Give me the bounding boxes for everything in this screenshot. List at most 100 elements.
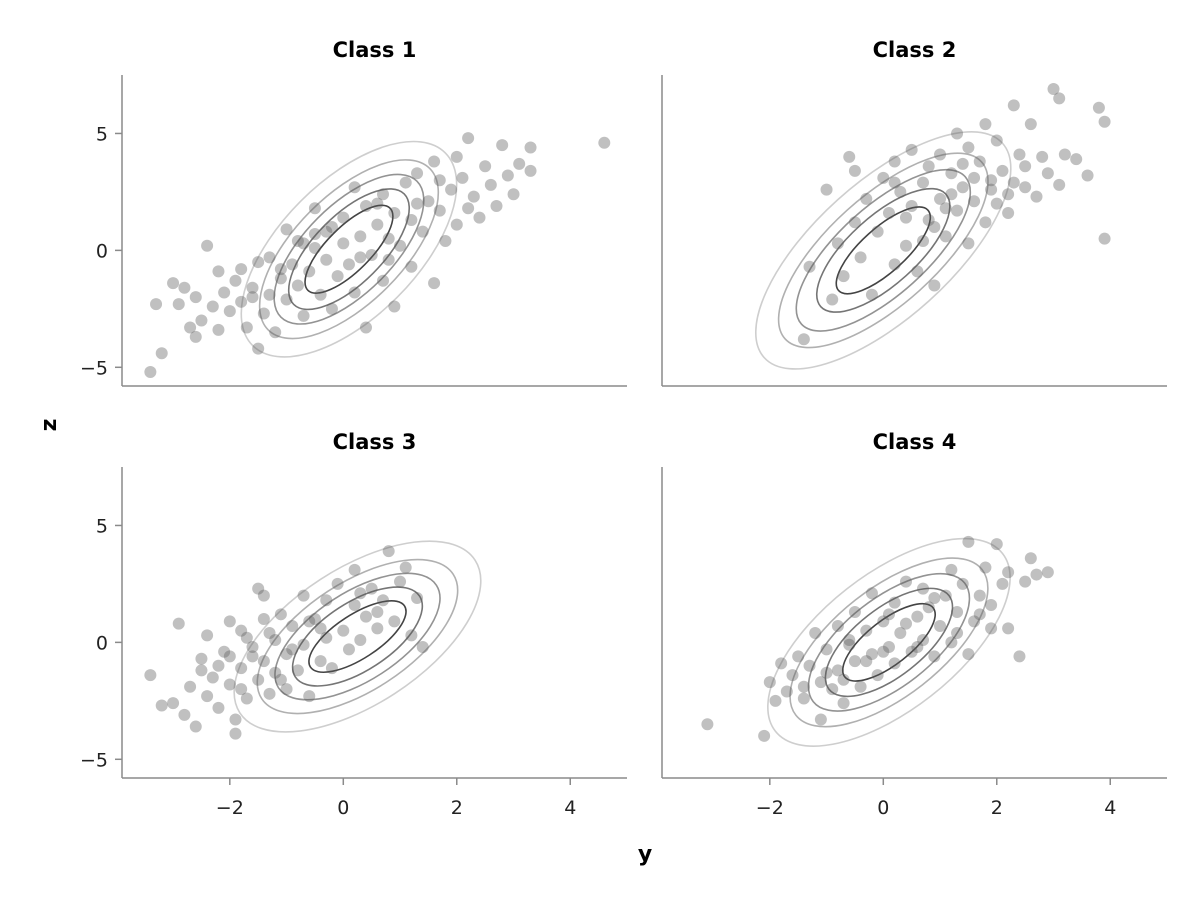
data-point — [1070, 153, 1083, 166]
data-point — [297, 589, 310, 602]
data-point — [354, 230, 367, 243]
data-point — [167, 697, 180, 710]
data-point — [848, 655, 861, 668]
data-point — [962, 237, 975, 250]
data-point — [1002, 622, 1015, 635]
data-point — [877, 615, 890, 628]
contour-level-5 — [240, 140, 458, 358]
data-point — [1081, 169, 1094, 182]
contour-level-3 — [274, 572, 441, 701]
scatter-points — [144, 545, 429, 740]
data-point — [252, 582, 265, 595]
data-point — [882, 641, 895, 654]
data-point — [990, 197, 1003, 210]
data-point — [928, 220, 941, 233]
data-point — [996, 577, 1009, 590]
data-point — [450, 218, 463, 231]
data-point — [780, 685, 793, 698]
data-point — [274, 272, 287, 285]
data-point — [246, 650, 259, 663]
data-point — [218, 645, 231, 658]
data-point — [274, 263, 287, 276]
contour-level-1 — [308, 600, 407, 674]
contour-level-1 — [304, 204, 394, 294]
data-point — [433, 174, 446, 187]
data-point — [320, 225, 333, 238]
data-point — [167, 277, 180, 290]
data-point — [882, 206, 895, 219]
data-point — [917, 582, 930, 595]
data-point — [934, 148, 947, 161]
data-point — [1024, 118, 1037, 131]
data-point — [337, 624, 350, 637]
data-point — [240, 692, 253, 705]
scatter-points — [701, 535, 1054, 742]
data-point — [848, 164, 861, 177]
data-point — [928, 650, 941, 663]
data-point — [348, 598, 361, 611]
data-point — [382, 253, 395, 266]
scatter-points — [797, 83, 1111, 346]
data-point — [212, 323, 225, 336]
data-point — [1058, 148, 1071, 161]
x-tick-label: −2 — [216, 797, 244, 819]
data-point — [831, 237, 844, 250]
data-point — [291, 279, 304, 292]
data-point — [263, 627, 276, 640]
data-point — [922, 601, 935, 614]
data-point — [172, 617, 185, 630]
data-point — [223, 678, 236, 691]
data-point — [195, 314, 208, 327]
contour-level-5 — [767, 537, 1011, 747]
data-point — [348, 563, 361, 576]
data-point — [269, 634, 282, 647]
data-point — [235, 624, 248, 637]
data-point — [365, 249, 378, 262]
data-point — [973, 608, 986, 621]
data-point — [882, 608, 895, 621]
data-point — [184, 680, 197, 693]
data-point — [263, 687, 276, 700]
data-point — [416, 641, 429, 654]
data-point — [1013, 650, 1026, 663]
data-point — [240, 321, 253, 334]
data-point — [314, 622, 327, 635]
data-point — [939, 589, 952, 602]
data-point — [303, 615, 316, 628]
data-point — [973, 155, 986, 168]
data-point — [411, 167, 424, 180]
data-point — [371, 218, 384, 231]
data-point — [956, 181, 969, 194]
data-point — [337, 211, 350, 224]
contour-level-4 — [258, 159, 440, 340]
data-point — [831, 664, 844, 677]
data-point — [308, 242, 321, 255]
data-point — [445, 183, 458, 196]
data-point — [490, 199, 503, 212]
data-point — [382, 232, 395, 245]
data-point — [371, 622, 384, 635]
contour-level-4 — [789, 557, 989, 728]
data-point — [155, 347, 168, 360]
data-point — [257, 655, 270, 668]
scatter-points — [144, 132, 611, 378]
data-point — [797, 692, 810, 705]
data-point — [871, 225, 884, 238]
data-point — [934, 192, 947, 205]
data-point — [223, 305, 236, 318]
x-tick-label: 0 — [877, 797, 889, 819]
data-point — [775, 657, 788, 670]
data-point — [399, 176, 412, 189]
data-point — [394, 575, 407, 588]
x-tick-label: 4 — [564, 797, 576, 819]
data-point — [854, 680, 867, 693]
data-point — [263, 288, 276, 301]
data-point — [922, 213, 935, 226]
y-tick-label: 5 — [96, 123, 108, 145]
data-point — [894, 185, 907, 198]
data-point — [450, 150, 463, 163]
data-point — [274, 673, 287, 686]
data-point — [814, 713, 827, 726]
data-point — [837, 697, 850, 710]
x-tick-label: −2 — [756, 797, 784, 819]
